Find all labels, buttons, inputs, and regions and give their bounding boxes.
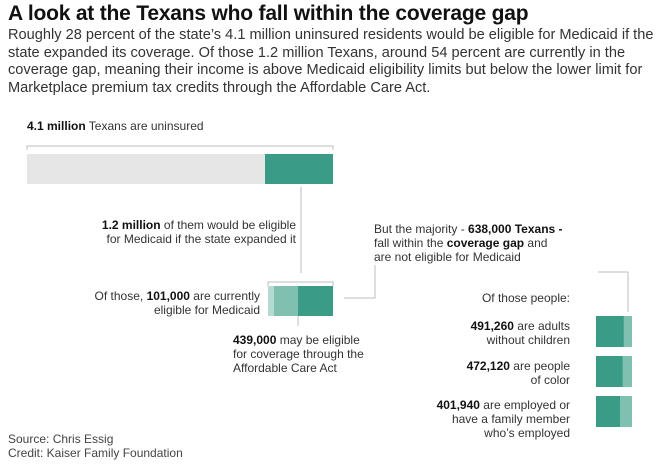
aca-text-1: may be eligible [276,333,360,347]
group-bar-people-of-color [596,356,623,387]
label-coverage-gap: But the majority - 638,000 Texans - fall… [374,222,594,264]
coverage-gap-segment [298,286,333,316]
eligible-text-2: for Medicaid if the state expanded it [106,232,296,246]
employed-text-2: have a family member [451,412,570,426]
adults-value: 491,260 [470,319,514,333]
aca-text-3: Affordable Care Act [233,361,337,375]
group-bar-adults [596,316,624,347]
aca-text-2: for coverage through the [233,347,364,361]
currently-eligible-segment [268,286,274,316]
group-bar-employed [596,396,620,427]
color-value: 472,120 [466,359,510,373]
bracket-groups [598,271,629,312]
label-of-those-people: Of those people: [481,291,570,305]
currently-text-3: eligible for Medicaid [153,303,260,317]
label-adults: 491,260 are adults without children [400,319,570,347]
uninsured-bar [27,154,333,184]
source-line: Source: Chris Essig [8,432,114,446]
source-credit: Source: Chris Essig Credit: Kaiser Famil… [8,432,183,460]
gap-value-2: coverage gap [446,236,525,250]
gap-value: 638,000 Texans - [468,222,563,236]
uninsured-text: Texans are uninsured [85,119,204,133]
page-subtitle: Roughly 28 percent of the state’s 4.1 mi… [8,27,654,96]
employed-value: 401,940 [436,398,480,412]
adults-text-2: without children [486,333,570,347]
currently-text-1: Of those, [94,289,147,303]
gap-text-1: But the majority - [374,222,469,236]
line-to-gap [344,265,376,299]
aca-segment [274,286,298,316]
eligible-value: 1.2 million [101,218,161,232]
page-title: A look at the Texans who fall within the… [8,2,529,25]
label-employed: 401,940 are employed or have a family me… [400,398,570,440]
uninsured-value: 4.1 million [27,119,86,133]
label-people-of-color: 472,120 are people of color [400,359,570,387]
bracket-breakdown-top [267,281,334,286]
eligible-segment [265,154,333,184]
currently-text-2: are currently [189,289,260,303]
label-eligible: 1.2 million of them would be eligible fo… [40,218,296,246]
label-aca: 439,000 may be eligible for coverage thr… [233,333,433,375]
group-bars [596,316,632,427]
label-currently-eligible: Of those, 101,000 are currently eligible… [40,289,260,317]
credit-line: Credit: Kaiser Family Foundation [8,446,183,460]
gap-text-2: fall within the [374,236,447,250]
adults-text-1: are adults [513,319,570,333]
connector-lines [26,145,629,326]
eligible-text-1: of them would be eligible [160,218,296,232]
employed-text-1: are employed or [479,398,570,412]
currently-value: 101,000 [146,289,190,303]
breakdown-bar [268,286,333,316]
employed-text-3: who’s employed [484,426,570,440]
gap-text-3: and [524,236,548,250]
gap-text-4: are not eligible for Medicaid [374,250,521,264]
color-text-1: are people [509,359,570,373]
label-uninsured: 4.1 million Texans are uninsured [27,119,204,133]
color-text-2: of color [530,373,570,387]
aca-value: 439,000 [233,333,277,347]
bracket-uninsured [26,145,334,150]
